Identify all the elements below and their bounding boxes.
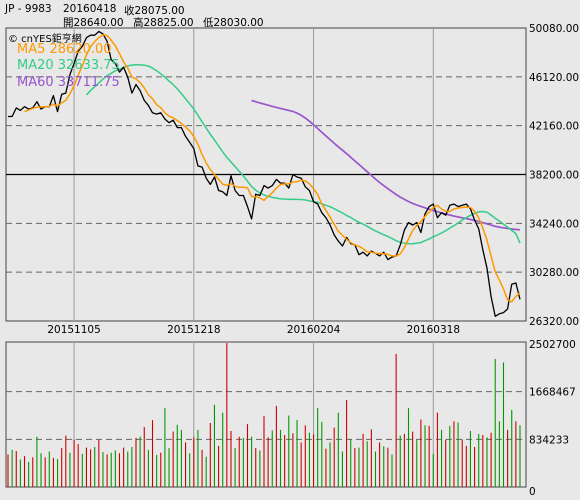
header-high: 高28825.00: [133, 17, 194, 29]
series-line-ma20: [85, 63, 521, 245]
y-tick-label: 46120.00: [529, 72, 579, 84]
header-open: 開28640.00: [63, 17, 124, 29]
volume-tick-label: 1668467: [529, 387, 576, 399]
header-low: 低28030.00: [203, 17, 264, 29]
volume-tick-label: 0: [529, 486, 536, 498]
y-tick-label: 50080.00: [529, 23, 579, 35]
legend-ma60: MA60 33711.75: [17, 75, 120, 90]
y-tick-label: 30280.00: [529, 267, 579, 279]
y-tick-label: 34240.00: [529, 218, 579, 230]
volume-panel: [5, 341, 527, 488]
chart-watermark: © cnYES鉅亨網: [8, 34, 82, 45]
series-line-ma5: [24, 34, 521, 303]
y-tick-label: 38200.00: [529, 170, 579, 182]
header-close: 收28075.00: [124, 5, 185, 17]
volume-tick-label: 834233: [529, 434, 569, 446]
x-tick-label: 20151105: [47, 324, 100, 336]
legend-ma20: MA20 32633.75: [17, 58, 120, 73]
header-date: 20160418: [63, 3, 117, 15]
x-tick-label: 20160204: [287, 324, 341, 336]
y-tick-label: 26320.00: [529, 316, 579, 328]
x-tick-label: 20151218: [167, 324, 220, 336]
y-tick-label: 42160.00: [529, 121, 579, 133]
series-line-close: [8, 30, 521, 317]
volume-tick-label: 2502700: [529, 339, 576, 351]
x-tick-label: 20160318: [407, 324, 460, 336]
legend-ma5: MA5 28620.00: [17, 42, 112, 57]
header-ticker: JP - 9983: [5, 3, 52, 15]
